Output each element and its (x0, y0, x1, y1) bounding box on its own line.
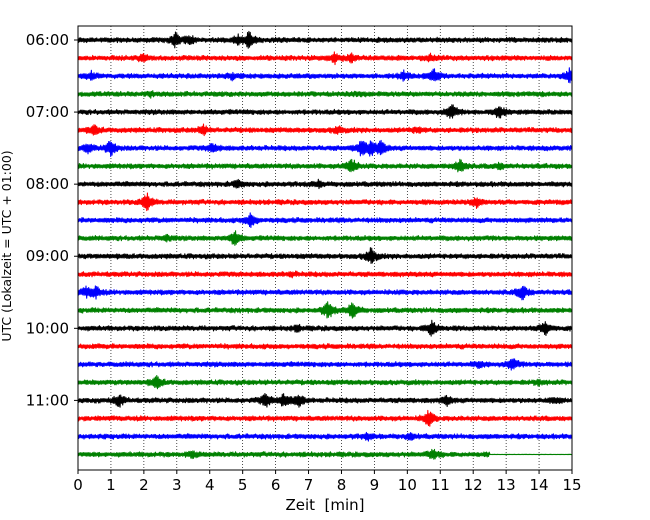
seismic-trace-0830 (78, 212, 572, 229)
x-tick-label: 13 (497, 476, 516, 494)
x-tick-label: 3 (172, 476, 182, 494)
seismic-trace-0645 (78, 90, 572, 99)
y-axis-ticks: 06:00 07:00 08:00 09:00 10:00 11:00 (26, 31, 78, 409)
seismic-trace-0845 (78, 230, 572, 246)
seismic-trace-0800 (78, 178, 572, 190)
seismic-trace-1030 (78, 358, 572, 371)
seismic-trace-1145 (78, 448, 572, 460)
x-tick-label: 2 (139, 476, 149, 494)
vertical-grid (110, 26, 540, 470)
seismic-trace-1115 (78, 409, 572, 427)
x-tick-label: 15 (562, 476, 581, 494)
seismic-trace-1130 (78, 431, 572, 442)
seismic-traces (78, 30, 572, 460)
seismic-trace-0915 (78, 270, 572, 279)
seismic-trace-0900 (78, 247, 572, 265)
y-tick-label: 11:00 (26, 391, 69, 409)
seismic-trace-0600 (78, 30, 572, 49)
x-tick-label: 0 (73, 476, 83, 494)
seismic-trace-1045 (78, 374, 572, 390)
x-tick-label: 7 (304, 476, 314, 494)
x-tick-label: 10 (398, 476, 417, 494)
y-tick-label: 06:00 (26, 31, 69, 49)
x-tick-label: 14 (530, 476, 549, 494)
x-tick-label: 12 (464, 476, 483, 494)
seismic-trace-0715 (78, 123, 572, 137)
x-tick-label: 1 (106, 476, 116, 494)
x-tick-label: 11 (431, 476, 450, 494)
y-tick-label: 09:00 (26, 247, 69, 265)
x-tick-label: 9 (370, 476, 380, 494)
y-axis-label: UTC (Lokalzeit = UTC + 01:00) (0, 150, 14, 341)
y-tick-label: 10:00 (26, 319, 69, 337)
seismic-trace-0700 (78, 104, 572, 119)
seismic-trace-1015 (78, 343, 572, 350)
x-tick-label: 5 (238, 476, 248, 494)
y-tick-label: 08:00 (26, 175, 69, 193)
seismic-trace-0730 (78, 139, 572, 157)
x-tick-label: 8 (337, 476, 347, 494)
y-tick-label: 07:00 (26, 103, 69, 121)
x-axis-label: Zeit [min] (285, 496, 364, 514)
seismic-trace-0945 (78, 301, 572, 319)
seismic-trace-0630 (78, 67, 572, 84)
x-tick-label: 6 (271, 476, 281, 494)
x-axis-ticks: 0 1 2 3 4 5 6 7 8 9 10 11 12 13 14 15 (73, 470, 582, 494)
seismic-trace-0815 (78, 192, 572, 212)
plot-frame (77, 25, 573, 471)
seismic-trace-0745 (78, 158, 572, 173)
seismic-trace-1100 (78, 392, 572, 408)
seismic-trace-1000 (78, 319, 572, 337)
plot-background (78, 26, 572, 470)
seismic-trace-0615 (78, 51, 572, 66)
seismic-trace-0930 (78, 285, 572, 301)
x-tick-label: 4 (205, 476, 215, 494)
